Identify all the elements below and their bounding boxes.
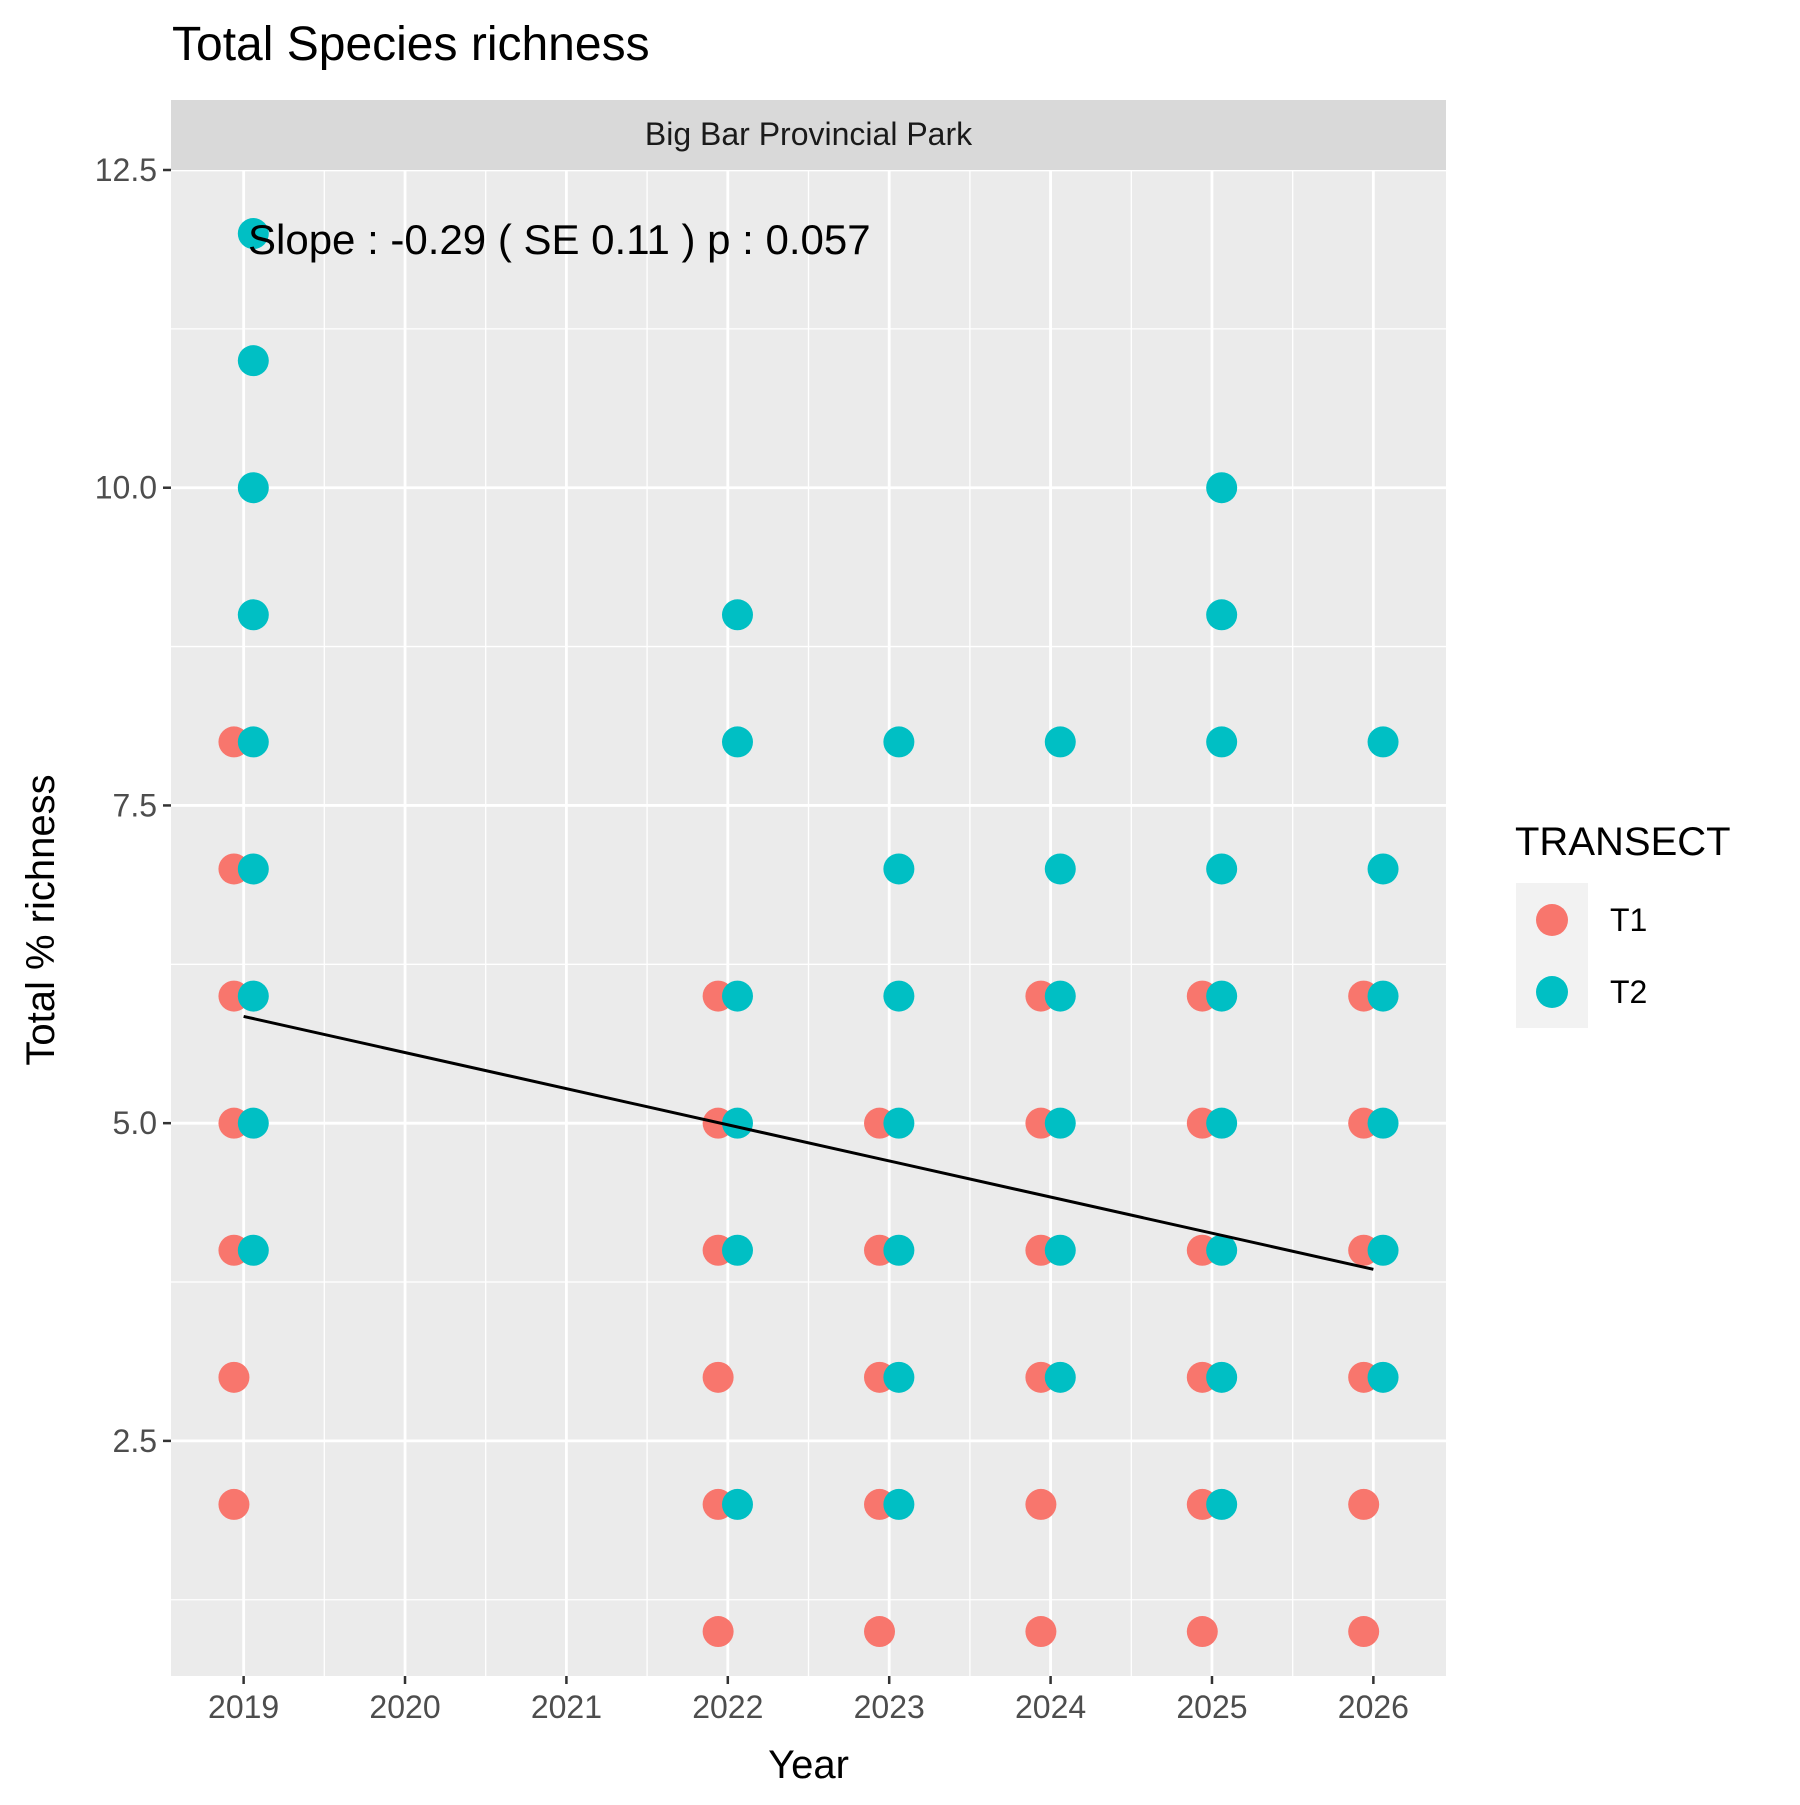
legend-label-t1: T1 bbox=[1610, 902, 1647, 938]
point-t2 bbox=[1044, 853, 1076, 885]
point-t1 bbox=[218, 1488, 250, 1520]
point-t2 bbox=[883, 853, 915, 885]
point-t2 bbox=[237, 472, 269, 504]
point-t1 bbox=[1025, 1616, 1057, 1648]
facet-strip-label: Big Bar Provincial Park bbox=[645, 116, 973, 152]
point-t2 bbox=[237, 1107, 269, 1139]
chart-title: Total Species richness bbox=[172, 18, 650, 71]
annotation-text: Slope : -0.29 ( SE 0.11 ) p : 0.057 bbox=[248, 216, 871, 263]
x-tick-label: 2024 bbox=[1015, 1689, 1086, 1725]
point-t2 bbox=[1044, 1361, 1076, 1393]
point-t2 bbox=[237, 853, 269, 885]
point-t2 bbox=[1206, 1234, 1238, 1266]
trend-line bbox=[243, 1014, 1374, 1271]
point-t2 bbox=[237, 726, 269, 758]
x-tick-label: 2020 bbox=[369, 1689, 440, 1725]
point-t2 bbox=[1367, 1234, 1399, 1266]
point-t2 bbox=[237, 980, 269, 1012]
x-tick-label: 2019 bbox=[208, 1689, 279, 1725]
point-t2 bbox=[883, 1361, 915, 1393]
x-axis-title: Year bbox=[768, 1743, 849, 1787]
point-t2 bbox=[237, 1234, 269, 1266]
point-t2 bbox=[1367, 1361, 1399, 1393]
x-tick-label: 2022 bbox=[692, 1689, 763, 1725]
point-t2 bbox=[237, 599, 269, 631]
point-t2 bbox=[1367, 853, 1399, 885]
point-t1 bbox=[864, 1616, 896, 1648]
point-t2 bbox=[1044, 980, 1076, 1012]
y-tick-label: 12.5 bbox=[95, 152, 157, 188]
point-t2 bbox=[1206, 599, 1238, 631]
point-t2 bbox=[721, 980, 753, 1012]
legend-label-t2: T2 bbox=[1610, 974, 1647, 1010]
point-t1 bbox=[702, 1361, 734, 1393]
legend-title: TRANSECT bbox=[1515, 820, 1731, 864]
plot-panel bbox=[171, 168, 1446, 1676]
point-t2 bbox=[1044, 726, 1076, 758]
point-t2 bbox=[1206, 472, 1238, 504]
point-t1 bbox=[1348, 1488, 1380, 1520]
legend: TRANSECT T1 T2 bbox=[1515, 820, 1731, 1028]
point-t2 bbox=[883, 980, 915, 1012]
point-t2 bbox=[721, 599, 753, 631]
facet-strip bbox=[171, 100, 1446, 170]
point-t2 bbox=[883, 1234, 915, 1266]
point-t2 bbox=[1367, 726, 1399, 758]
legend-key-t1 bbox=[1536, 904, 1568, 936]
point-t1 bbox=[1348, 1616, 1380, 1648]
x-tick-label: 2025 bbox=[1176, 1689, 1247, 1725]
x-tick-label: 2021 bbox=[531, 1689, 602, 1725]
y-axis-title: Total % richness bbox=[19, 774, 63, 1065]
point-t2 bbox=[1206, 1107, 1238, 1139]
point-t2 bbox=[1206, 726, 1238, 758]
axes: 2.5 5.0 7.5 10.0 12.5 2019 2020 2021 2022 2023 202… bbox=[95, 152, 1409, 1725]
point-t2 bbox=[721, 1488, 753, 1520]
x-tick-label: 2023 bbox=[854, 1689, 925, 1725]
point-t2 bbox=[1206, 1361, 1238, 1393]
y-tick-label: 2.5 bbox=[113, 1423, 157, 1459]
point-t2 bbox=[721, 1107, 753, 1139]
y-tick-label: 7.5 bbox=[113, 787, 157, 823]
point-t1 bbox=[1186, 1616, 1218, 1648]
point-t2 bbox=[883, 1107, 915, 1139]
point-t2 bbox=[721, 726, 753, 758]
point-t1 bbox=[702, 1616, 734, 1648]
x-tick-label: 2026 bbox=[1338, 1689, 1409, 1725]
point-t2 bbox=[721, 1234, 753, 1266]
y-tick-label: 10.0 bbox=[95, 470, 157, 506]
point-t2 bbox=[883, 726, 915, 758]
y-tick-label: 5.0 bbox=[113, 1105, 157, 1141]
point-t2 bbox=[1044, 1107, 1076, 1139]
point-t1 bbox=[218, 1361, 250, 1393]
point-t2 bbox=[1044, 1234, 1076, 1266]
point-t2 bbox=[1206, 1488, 1238, 1520]
point-t2 bbox=[1367, 980, 1399, 1012]
point-t2 bbox=[1206, 980, 1238, 1012]
legend-key-t2 bbox=[1536, 976, 1568, 1008]
point-t2 bbox=[883, 1488, 915, 1520]
point-t2 bbox=[237, 218, 269, 250]
point-t2 bbox=[1206, 853, 1238, 885]
point-t1 bbox=[1025, 1488, 1057, 1520]
point-t2 bbox=[237, 345, 269, 377]
point-t2 bbox=[1367, 1107, 1399, 1139]
